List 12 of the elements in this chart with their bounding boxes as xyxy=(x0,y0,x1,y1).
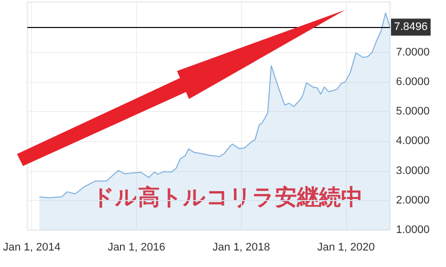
y-tick-label: 2.0000 xyxy=(396,194,430,206)
y-tick-label: 4.0000 xyxy=(396,135,430,148)
y-tick-label: 3.0000 xyxy=(396,164,430,177)
y-tick-label: 6.0000 xyxy=(396,76,430,88)
x-tick-label: Jan 1, 2018 xyxy=(212,242,270,254)
x-tick-label: Jan 1, 2014 xyxy=(2,242,60,254)
y-tick-label: 5.0000 xyxy=(396,106,430,118)
x-tick-label: Jan 1, 2020 xyxy=(317,242,375,254)
y-tick-label: 1.0000 xyxy=(396,224,430,236)
x-tick-label: Jan 1, 2016 xyxy=(108,242,166,254)
y-tick-label: 7.0000 xyxy=(396,46,430,58)
ref-line-label: 7.8496 xyxy=(394,21,428,34)
